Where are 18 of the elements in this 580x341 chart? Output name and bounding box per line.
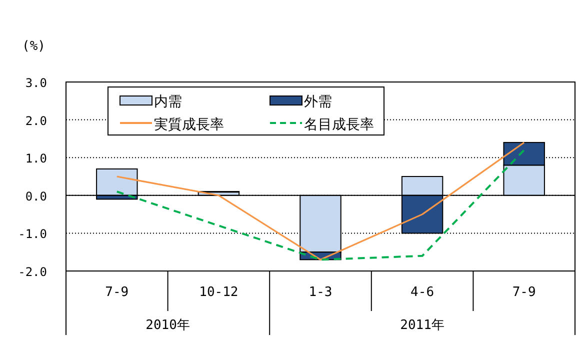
- text: 2011年: [400, 318, 444, 333]
- legend-label: 外需: [304, 94, 332, 110]
- x-tick-label: 7-9: [105, 285, 129, 300]
- x-tick-label: 10-12: [199, 285, 238, 300]
- y-axis-title: (%): [22, 39, 46, 54]
- x-tick-label: 4-6: [410, 285, 434, 300]
- y-tick-label: 1.0: [25, 152, 47, 166]
- y-tick-label: 0.0: [25, 189, 47, 204]
- x-tick-label: 7-9: [512, 285, 536, 300]
- y-tick-label: 2.0: [25, 114, 47, 128]
- legend-label: 内需: [154, 94, 182, 110]
- y-tick-label: -1.0: [18, 227, 47, 242]
- y-tick-label: -2.0: [18, 265, 47, 279]
- x-tick-label: 1-3: [308, 285, 332, 300]
- legend-label: 名目成長率: [304, 117, 374, 133]
- legend-label: 実質成長率: [154, 117, 224, 133]
- text: 2010年: [146, 318, 190, 333]
- y-tick-label: 3.0: [25, 76, 47, 90]
